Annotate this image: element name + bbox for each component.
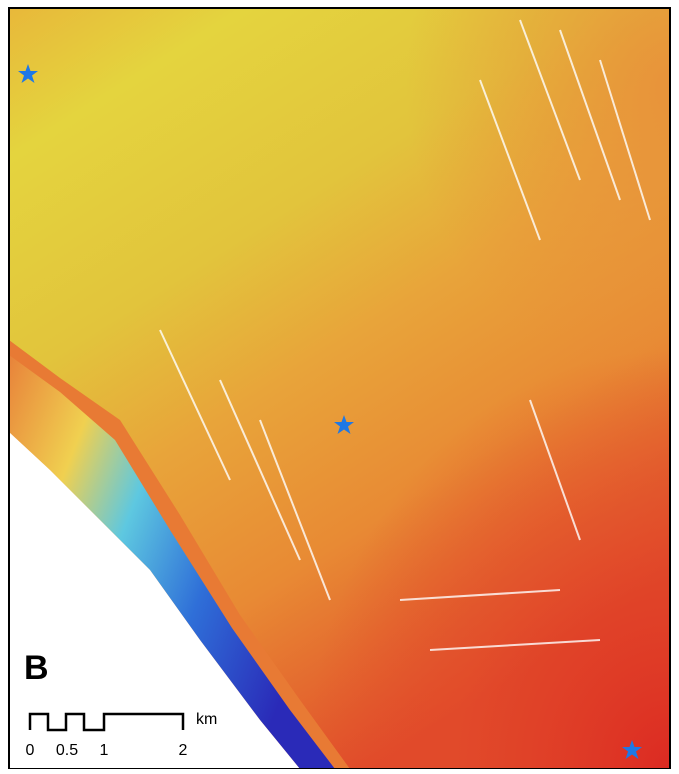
scale-label: 0 bbox=[26, 742, 35, 759]
panel-label: B bbox=[24, 649, 49, 687]
scale-label: 0.5 bbox=[56, 742, 78, 759]
scale-unit: km bbox=[196, 711, 217, 728]
scale-label: 1 bbox=[100, 742, 109, 759]
page: B 0 0.5 1 2 km (() => { const data = JSO… bbox=[0, 0, 679, 769]
map: B 0 0.5 1 2 km bbox=[0, 0, 679, 769]
scale-label: 2 bbox=[179, 742, 188, 759]
terrain bbox=[9, 8, 670, 769]
